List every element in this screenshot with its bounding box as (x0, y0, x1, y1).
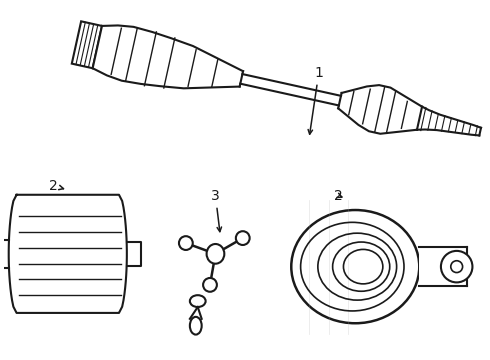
Polygon shape (338, 85, 422, 134)
Polygon shape (417, 107, 481, 135)
Ellipse shape (190, 317, 202, 334)
Polygon shape (127, 242, 141, 266)
Polygon shape (0, 240, 9, 267)
Text: 2: 2 (49, 179, 64, 193)
Polygon shape (419, 247, 466, 286)
Ellipse shape (207, 244, 224, 264)
Text: 1: 1 (308, 66, 323, 134)
Text: 3: 3 (211, 189, 221, 232)
Polygon shape (72, 21, 102, 68)
Circle shape (451, 261, 463, 273)
Polygon shape (240, 74, 341, 105)
Ellipse shape (236, 231, 249, 245)
Ellipse shape (179, 236, 193, 250)
Text: 2: 2 (334, 189, 343, 203)
Ellipse shape (203, 278, 217, 292)
Polygon shape (93, 26, 243, 88)
Circle shape (441, 251, 472, 282)
Ellipse shape (291, 210, 419, 323)
Ellipse shape (190, 295, 206, 307)
Polygon shape (9, 195, 127, 313)
